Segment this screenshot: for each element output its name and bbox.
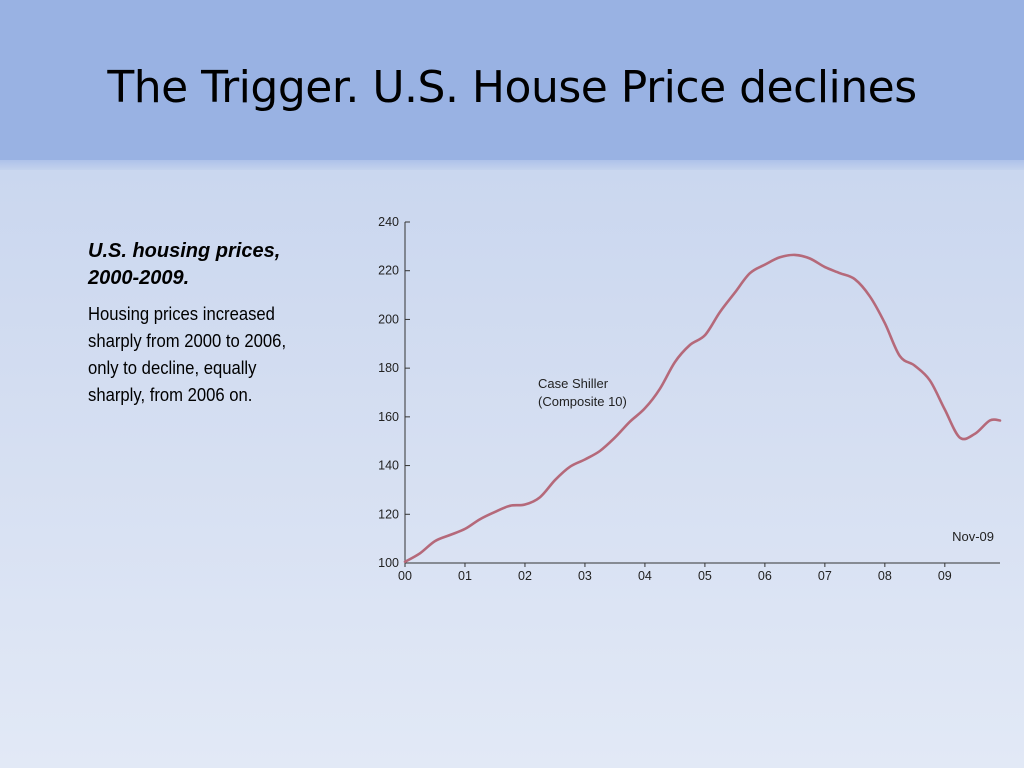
caption-body-line-1: Housing prices increased — [88, 303, 275, 324]
x-tick-label: 09 — [938, 569, 952, 583]
caption-body-line-2: sharply from 2000 to 2006, — [88, 330, 287, 351]
x-tick-label: 06 — [758, 569, 772, 583]
y-tick-label: 160 — [378, 410, 399, 424]
series-label-line-2: (Composite 10) — [538, 394, 627, 409]
y-tick-label: 140 — [378, 459, 399, 473]
chart-series — [403, 253, 1002, 564]
chart-axes — [404, 222, 1000, 564]
y-axis-ticks: 100 120 140 160 180 200 220 240 — [378, 215, 410, 570]
slide-title: The Trigger. U.S. House Price declines — [107, 62, 917, 113]
caption-body-line-3: only to decline, equally — [88, 357, 257, 378]
y-tick-label: 220 — [378, 264, 399, 278]
title-band-edge — [0, 160, 1024, 170]
x-tick-label: 05 — [698, 569, 712, 583]
y-tick-label: 240 — [378, 215, 399, 229]
x-tick-label: 00 — [398, 569, 412, 583]
y-tick-label: 100 — [378, 556, 399, 570]
caption-heading-line-1: U.S. housing prices, — [88, 240, 281, 262]
y-tick-label: 180 — [378, 361, 399, 375]
x-tick-label: 01 — [458, 569, 472, 583]
x-tick-label: 02 — [518, 569, 532, 583]
y-tick-label: 200 — [378, 312, 399, 326]
series-label-line-1: Case Shiller — [538, 376, 609, 391]
case-shiller-line — [403, 253, 1002, 564]
x-axis-ticks: 00 01 02 03 04 05 06 07 08 09 — [398, 563, 952, 583]
caption-body-line-4: sharply, from 2006 on. — [88, 384, 253, 405]
y-tick-label: 120 — [378, 507, 399, 521]
caption-body: Housing prices increased sharply from 20… — [88, 300, 300, 408]
caption-heading: U.S. housing prices, 2000-2009. — [88, 238, 338, 292]
end-label: Nov-09 — [952, 529, 994, 544]
caption-heading-line-2: 2000-2009. — [88, 267, 190, 289]
x-tick-label: 04 — [638, 569, 652, 583]
title-band — [0, 0, 1024, 160]
x-tick-label: 07 — [818, 569, 832, 583]
x-tick-label: 08 — [878, 569, 892, 583]
x-tick-label: 03 — [578, 569, 592, 583]
